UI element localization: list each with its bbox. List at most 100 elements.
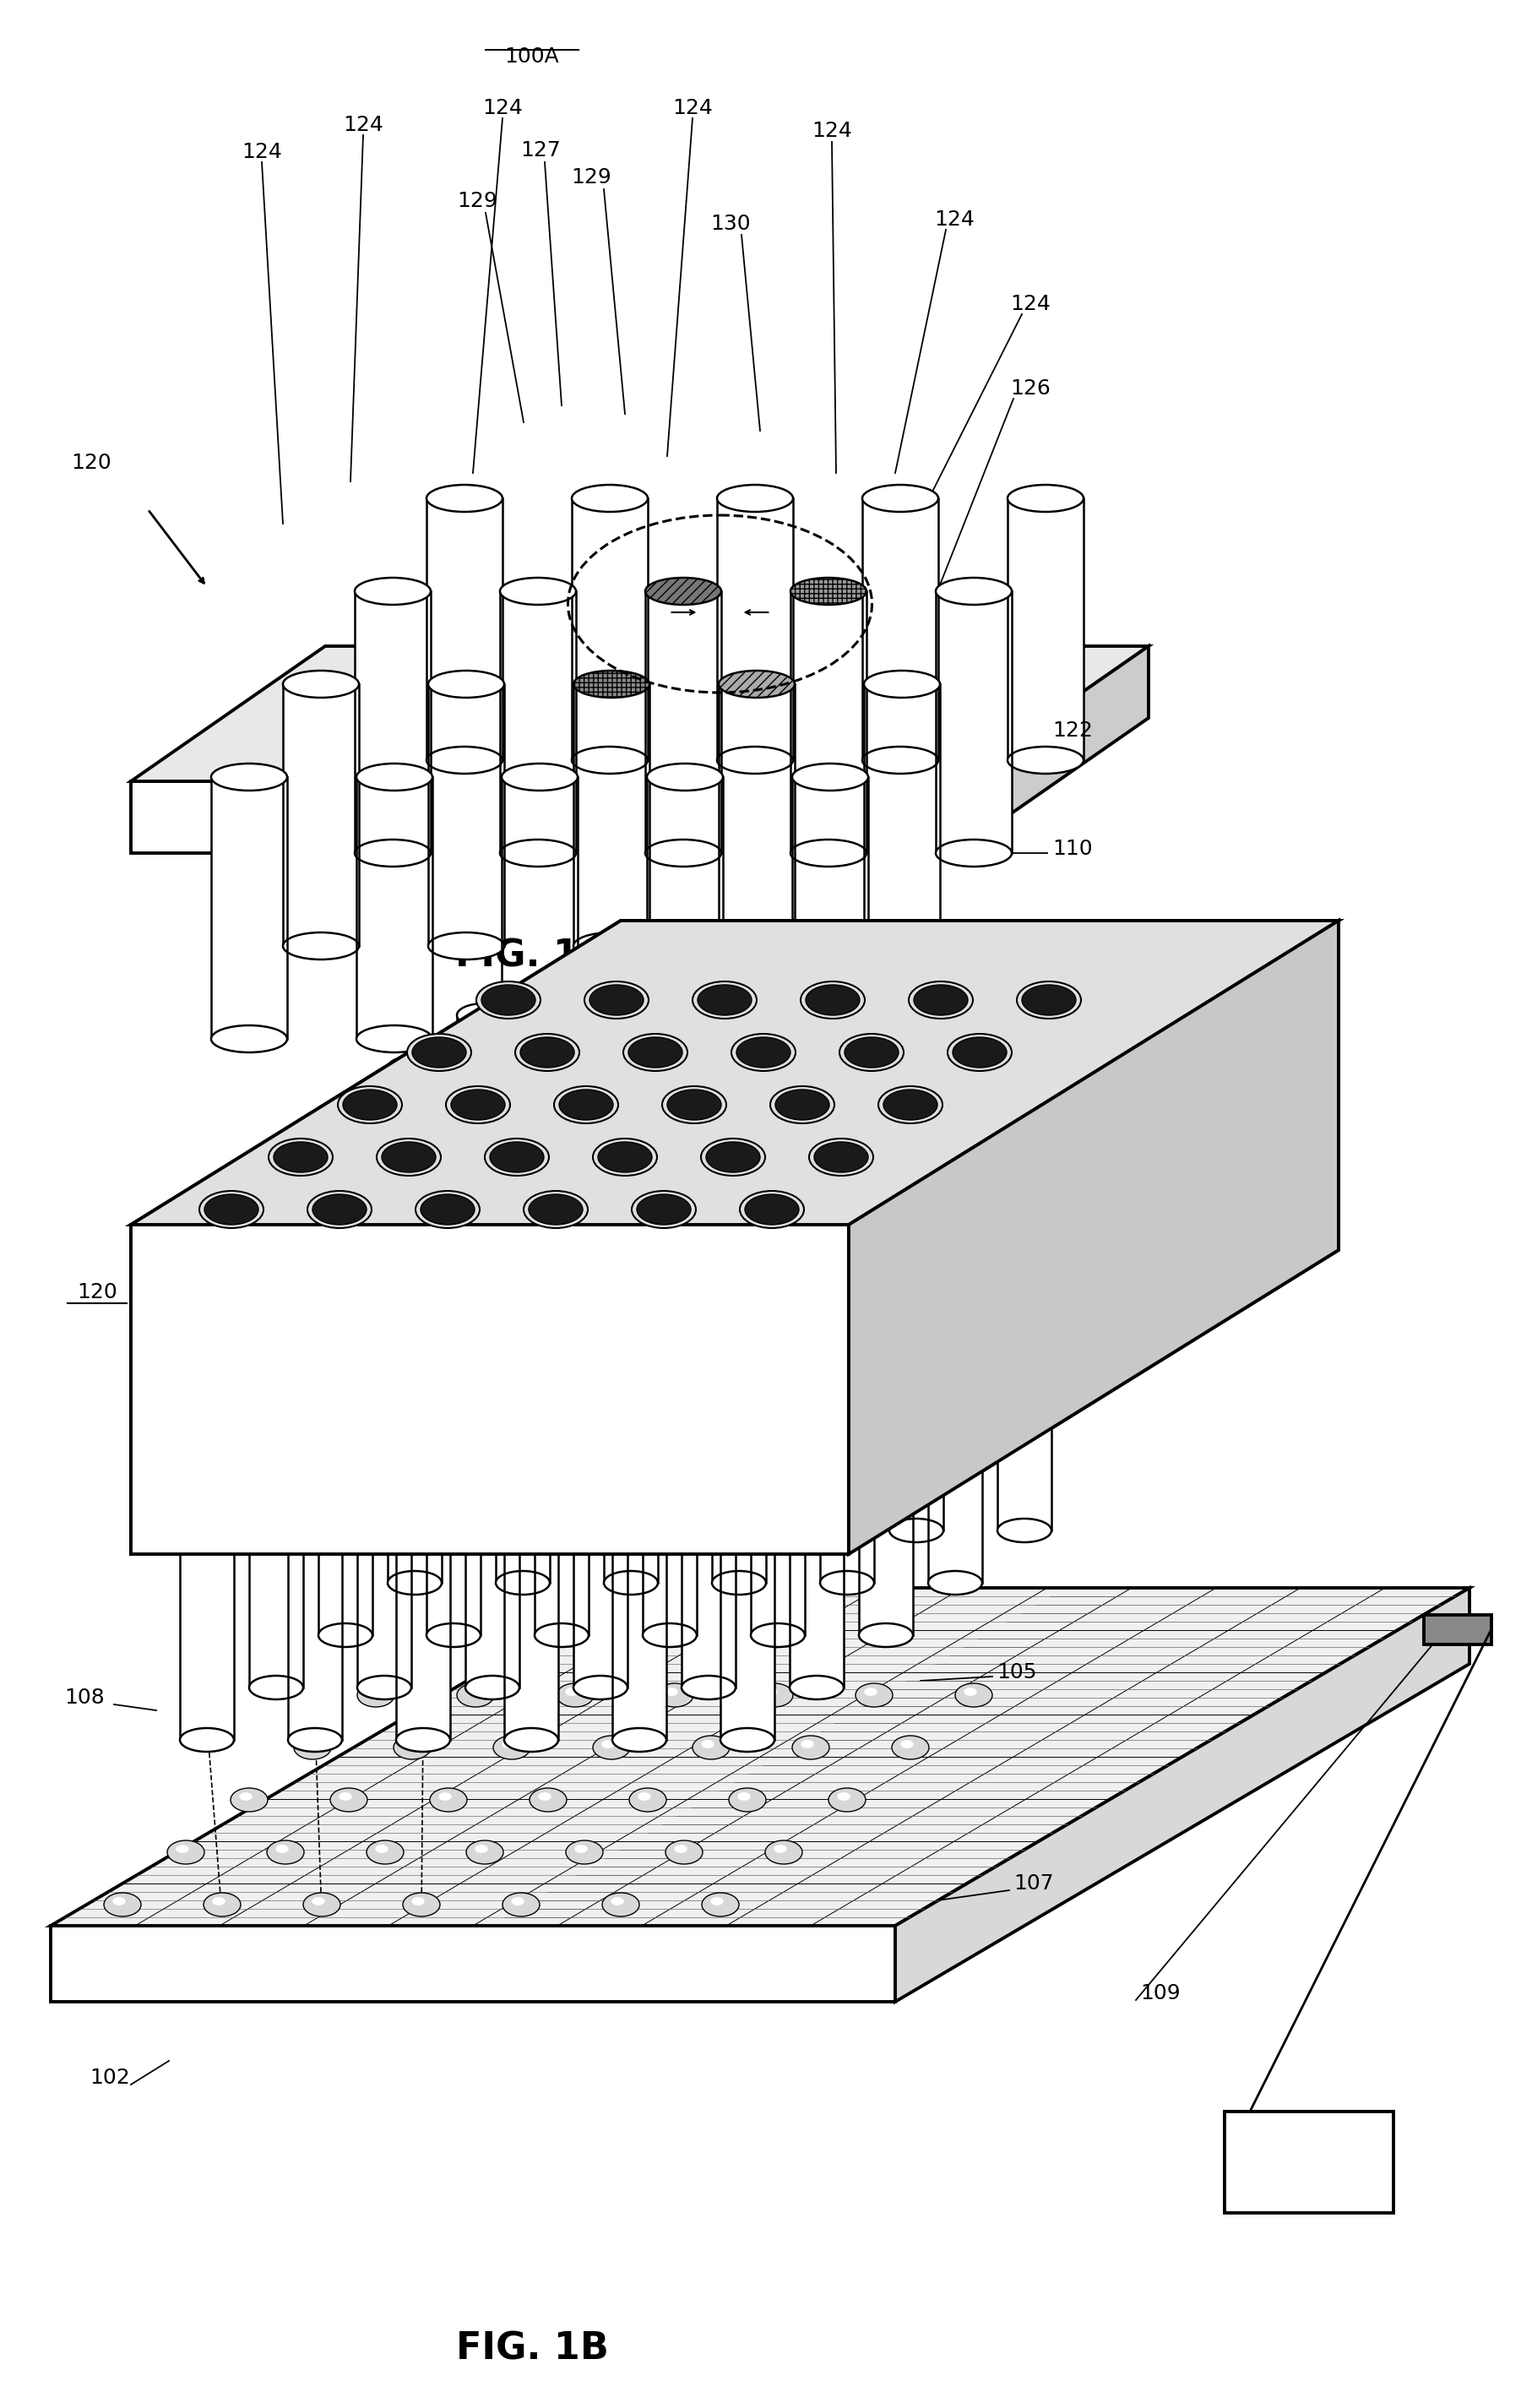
Ellipse shape <box>844 1038 899 1067</box>
Ellipse shape <box>891 1736 929 1760</box>
Polygon shape <box>1424 1616 1491 1645</box>
Ellipse shape <box>890 1519 943 1541</box>
Ellipse shape <box>496 1570 549 1594</box>
Ellipse shape <box>502 1026 578 1052</box>
Ellipse shape <box>721 1729 774 1751</box>
Ellipse shape <box>213 1898 225 1905</box>
Polygon shape <box>719 684 794 946</box>
Ellipse shape <box>998 1519 1051 1541</box>
Ellipse shape <box>275 1845 289 1854</box>
Polygon shape <box>357 1173 411 1688</box>
Polygon shape <box>820 1067 875 1582</box>
Ellipse shape <box>646 1026 722 1052</box>
Ellipse shape <box>303 1893 341 1917</box>
Ellipse shape <box>878 1086 943 1125</box>
Ellipse shape <box>475 1845 488 1854</box>
Ellipse shape <box>330 1789 368 1811</box>
Ellipse shape <box>643 1623 697 1647</box>
Ellipse shape <box>283 932 359 958</box>
Polygon shape <box>179 1226 234 1741</box>
Ellipse shape <box>566 1840 602 1864</box>
Ellipse shape <box>394 1736 430 1760</box>
Text: 107: 107 <box>1013 1873 1054 1893</box>
Ellipse shape <box>338 1086 402 1125</box>
Ellipse shape <box>674 1845 687 1854</box>
Polygon shape <box>859 1120 913 1635</box>
Ellipse shape <box>859 1623 913 1647</box>
Ellipse shape <box>566 1688 578 1695</box>
Polygon shape <box>645 592 721 852</box>
Ellipse shape <box>438 1792 452 1801</box>
Ellipse shape <box>204 1194 259 1226</box>
Polygon shape <box>131 645 1148 780</box>
Ellipse shape <box>802 1741 814 1748</box>
Ellipse shape <box>573 669 649 698</box>
Text: 120: 120 <box>71 453 111 472</box>
Ellipse shape <box>645 840 721 867</box>
Ellipse shape <box>712 1570 767 1594</box>
Ellipse shape <box>1007 484 1083 513</box>
Ellipse shape <box>465 1161 519 1185</box>
Ellipse shape <box>266 1840 304 1864</box>
Polygon shape <box>849 920 1338 1553</box>
Ellipse shape <box>624 1033 687 1072</box>
Ellipse shape <box>388 1055 441 1079</box>
Ellipse shape <box>465 1676 519 1700</box>
Polygon shape <box>849 920 1338 1553</box>
Ellipse shape <box>637 1792 651 1801</box>
Ellipse shape <box>476 982 540 1019</box>
Ellipse shape <box>426 1108 481 1132</box>
Ellipse shape <box>611 1898 624 1905</box>
Ellipse shape <box>745 1194 799 1226</box>
Ellipse shape <box>429 669 503 698</box>
Ellipse shape <box>287 1214 342 1238</box>
Ellipse shape <box>721 1214 774 1238</box>
Ellipse shape <box>412 1038 465 1067</box>
Ellipse shape <box>710 1898 724 1905</box>
Ellipse shape <box>814 1141 868 1173</box>
Ellipse shape <box>770 1086 835 1125</box>
Ellipse shape <box>249 1161 303 1185</box>
Ellipse shape <box>377 1139 441 1175</box>
Ellipse shape <box>716 484 792 513</box>
Text: 120: 120 <box>78 1281 117 1303</box>
Ellipse shape <box>698 985 751 1016</box>
Polygon shape <box>643 1120 697 1635</box>
Polygon shape <box>211 778 287 1038</box>
Polygon shape <box>896 1587 1469 2001</box>
Ellipse shape <box>782 1004 835 1028</box>
Text: 155: 155 <box>1288 2153 1329 2172</box>
Ellipse shape <box>928 1055 983 1079</box>
Ellipse shape <box>674 1519 727 1541</box>
Ellipse shape <box>666 1840 703 1864</box>
Text: 124: 124 <box>342 116 383 135</box>
Ellipse shape <box>701 1893 739 1917</box>
Ellipse shape <box>791 840 867 867</box>
Ellipse shape <box>613 1729 666 1751</box>
Polygon shape <box>354 592 430 852</box>
Polygon shape <box>131 1226 849 1553</box>
Ellipse shape <box>604 1570 659 1594</box>
Text: 124: 124 <box>242 142 281 161</box>
Ellipse shape <box>415 1192 479 1228</box>
Ellipse shape <box>765 1688 777 1695</box>
Text: 129: 129 <box>570 166 611 188</box>
Ellipse shape <box>429 932 503 958</box>
Ellipse shape <box>395 1214 450 1238</box>
Text: 124: 124 <box>1010 294 1051 313</box>
Ellipse shape <box>738 1792 750 1801</box>
Ellipse shape <box>792 1026 868 1052</box>
Polygon shape <box>287 1226 342 1741</box>
Polygon shape <box>456 1016 511 1531</box>
Ellipse shape <box>103 1893 141 1917</box>
Polygon shape <box>283 684 359 946</box>
Ellipse shape <box>357 1676 411 1700</box>
Ellipse shape <box>367 1688 379 1695</box>
Polygon shape <box>564 1016 619 1531</box>
Ellipse shape <box>751 1108 805 1132</box>
Polygon shape <box>503 1226 558 1741</box>
Polygon shape <box>426 498 502 761</box>
Ellipse shape <box>356 1026 432 1052</box>
Ellipse shape <box>446 1086 510 1125</box>
Ellipse shape <box>426 1623 481 1647</box>
